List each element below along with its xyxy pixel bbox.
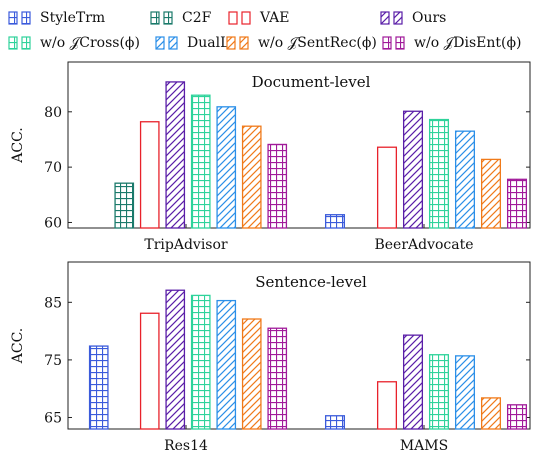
bar-duall-res14	[216, 299, 237, 430]
legend-swatch-wo_disent	[382, 36, 405, 50]
y-tick-label: 60	[44, 215, 62, 231]
bar-wo_sentrec-beeradvocate	[480, 158, 502, 229]
legend-item-wo_cross: w/o 𝒥Cross(ϕ)	[8, 33, 140, 53]
x-tick-label: TripAdvisor	[144, 237, 228, 253]
chart-panel-1: Sentence-level ACC. 65 75 85 Res14 MAMS	[10, 261, 531, 454]
bar-duall-mams	[454, 355, 476, 430]
bar-vae-tripadvisor	[139, 121, 160, 229]
bar-duall-beeradvocate	[454, 130, 476, 229]
y-tick-label: 85	[44, 295, 62, 311]
legend-label-styletrm: StyleTrm	[40, 10, 106, 26]
bar-vae-res14	[139, 312, 160, 430]
bar-wo_sentrec-tripadvisor	[241, 125, 262, 229]
bar-wo_cross-tripadvisor	[190, 94, 211, 229]
bar-styletrm-beeradvocate	[324, 214, 346, 229]
legend-swatch-ours	[380, 11, 403, 25]
y-tick-label: 65	[44, 410, 62, 426]
chart-title: Document-level	[252, 73, 371, 91]
bar-styletrm-mams	[324, 415, 346, 430]
bar-c2f-tripadvisor	[114, 182, 135, 229]
bar-wo_disent-beeradvocate	[506, 178, 528, 229]
bar-vae-beeradvocate	[376, 146, 398, 229]
y-tick-label: 80	[44, 105, 62, 121]
legend-swatch-wo_cross	[8, 36, 31, 50]
legend-label-ours: Ours	[412, 10, 447, 26]
bar-wo_sentrec-res14	[241, 318, 262, 430]
bar-ours-mams	[402, 334, 424, 430]
legend-label-wo_disent: w/o 𝒥DisEnt(ϕ)	[414, 35, 522, 51]
legend-label-wo_sentrec: w/o 𝒥SentRec(ϕ)	[258, 35, 377, 51]
bar-duall-tripadvisor	[216, 106, 237, 229]
x-tick-label: Res14	[164, 438, 208, 454]
bar-wo_cross-mams	[428, 354, 450, 430]
plot-frame	[67, 61, 531, 229]
legend-swatch-c2f	[150, 11, 173, 25]
legend-item-vae: VAE	[228, 8, 290, 28]
legend-swatch-vae	[228, 11, 251, 25]
legend-item-ours: Ours	[380, 8, 446, 28]
legend-swatch-wo_sentrec	[226, 36, 249, 50]
legend-item-wo_disent: w/o 𝒥DisEnt(ϕ)	[382, 33, 521, 53]
legend-item-wo_sentrec: w/o 𝒥SentRec(ϕ)	[226, 33, 377, 53]
legend-swatch-styletrm	[8, 11, 31, 25]
chart-title: Sentence-level	[255, 273, 367, 291]
y-tick-label: 75	[44, 353, 62, 369]
y-tick-label: 70	[44, 160, 62, 176]
bar-wo_cross-beeradvocate	[428, 118, 450, 229]
bar-ours-res14	[165, 289, 186, 430]
bar-ours-tripadvisor	[165, 81, 186, 229]
y-axis-label: ACC.	[10, 127, 26, 164]
legend-label-vae: VAE	[260, 10, 290, 26]
legend-label-c2f: C2F	[182, 10, 212, 26]
bar-vae-mams	[376, 381, 398, 430]
legend-label-wo_cross: w/o 𝒥Cross(ϕ)	[40, 35, 140, 51]
x-tick-label: BeerAdvocate	[374, 237, 473, 253]
bar-wo_disent-res14	[267, 327, 288, 430]
x-tick-label: MAMS	[400, 438, 448, 454]
legend-item-styletrm: StyleTrm	[8, 8, 105, 28]
chart-panel-0: Document-level ACC. 60 70 80 TripAdvisor BeerA…	[10, 61, 531, 253]
bar-wo_cross-res14	[190, 294, 211, 430]
bar-ours-beeradvocate	[402, 110, 424, 229]
bar-wo_disent-mams	[506, 404, 528, 430]
legend-item-duall: DualL	[155, 33, 229, 53]
y-axis-label: ACC.	[10, 328, 26, 365]
legend-item-c2f: C2F	[150, 8, 211, 28]
bar-styletrm-res14	[88, 345, 109, 430]
legend-label-duall: DualL	[187, 35, 230, 51]
legend: StyleTrm C2F VAE Ours w/o 𝒥Cross(ϕ) DualL w/o …	[0, 0, 554, 62]
bar-wo_disent-tripadvisor	[267, 143, 288, 229]
bar-wo_sentrec-mams	[480, 397, 502, 430]
plot-frame	[67, 261, 531, 430]
legend-swatch-duall	[155, 36, 178, 50]
